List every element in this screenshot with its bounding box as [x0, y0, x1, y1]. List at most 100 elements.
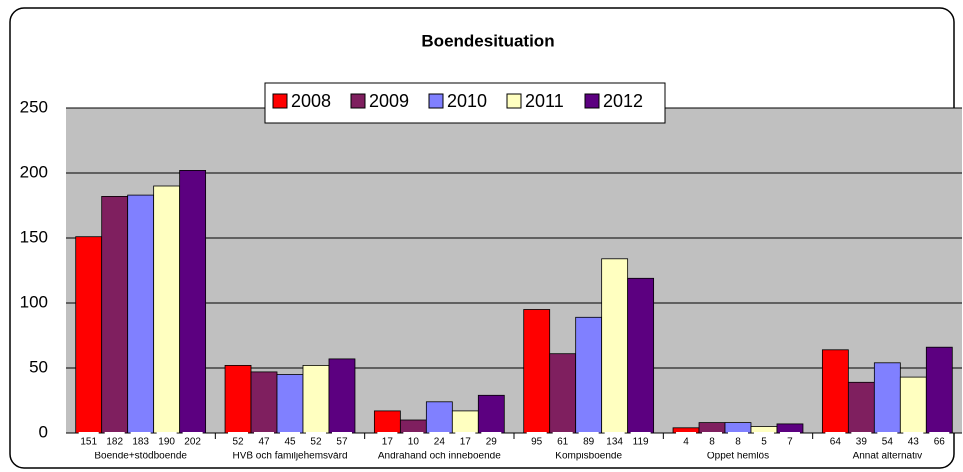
value-label-box — [228, 432, 249, 452]
value-label-box — [728, 432, 748, 452]
value-label: 8 — [709, 437, 715, 448]
legend-swatch — [584, 93, 600, 109]
bar — [724, 422, 752, 434]
x-tick-label: Boende+stödboende — [94, 451, 187, 462]
value-label: 17 — [460, 437, 472, 448]
value-label: 10 — [408, 437, 420, 448]
legend-label: 2012 — [603, 91, 643, 111]
bar — [328, 358, 356, 434]
value-label: 66 — [934, 437, 946, 448]
bar — [549, 353, 577, 434]
plot-area — [66, 108, 962, 433]
value-label-box — [779, 432, 800, 452]
value-label-box — [377, 432, 398, 452]
value-label: 190 — [158, 437, 175, 448]
bar — [601, 258, 629, 434]
value-label-box — [753, 432, 774, 452]
x-tick-label: Öppet hemlös — [707, 450, 769, 462]
value-label: 17 — [382, 437, 394, 448]
bar — [925, 346, 953, 434]
legend-swatch — [272, 93, 288, 109]
value-label-box — [702, 432, 723, 452]
value-label: 95 — [531, 437, 543, 448]
value-label-box — [676, 432, 697, 452]
y-tick-label: 0 — [39, 422, 48, 441]
legend-swatch — [506, 93, 522, 109]
value-label-box — [305, 432, 326, 452]
bar — [224, 364, 252, 434]
value-label-box — [156, 432, 177, 452]
value-label: 54 — [882, 437, 894, 448]
value-label: 29 — [486, 437, 498, 448]
value-label: 61 — [557, 437, 569, 448]
bar — [899, 376, 927, 434]
x-tick-label: Kompisboende — [555, 451, 622, 462]
value-label-box — [481, 432, 502, 452]
value-label-box — [429, 432, 450, 452]
bar — [873, 362, 901, 434]
value-label-box — [182, 432, 203, 452]
bar — [127, 194, 155, 434]
x-tick-label: HVB och familjehemsvård — [232, 450, 347, 462]
bar — [821, 349, 849, 434]
y-tick-label: 150 — [20, 227, 48, 246]
value-label: 5 — [761, 437, 767, 448]
bar — [101, 195, 129, 434]
bar — [575, 316, 603, 434]
bar — [425, 401, 453, 434]
value-label-box — [526, 432, 547, 452]
value-label: 8 — [735, 437, 741, 448]
value-label-box — [254, 432, 275, 452]
bar — [302, 364, 330, 434]
value-label: 39 — [856, 437, 868, 448]
value-label: 43 — [908, 437, 920, 448]
y-tick-label: 100 — [20, 292, 48, 311]
bar — [477, 394, 505, 434]
bar — [523, 309, 551, 434]
value-label-box — [552, 432, 573, 452]
x-tick-label: Andrahand och inneboende — [378, 451, 501, 462]
value-label: 182 — [106, 437, 123, 448]
chart-title: Boendesituation — [421, 31, 554, 50]
bar — [250, 371, 278, 434]
value-label-box — [903, 432, 924, 452]
value-label: 183 — [132, 437, 149, 448]
value-label-box — [929, 432, 950, 452]
y-tick-label: 250 — [20, 97, 48, 116]
value-label-box — [130, 432, 151, 452]
value-label: 47 — [258, 437, 270, 448]
legend-swatch — [350, 93, 366, 109]
value-label: 64 — [830, 437, 842, 448]
y-tick-label: 50 — [29, 357, 48, 376]
value-label-box — [78, 432, 99, 452]
bar — [75, 236, 103, 434]
value-label: 89 — [583, 437, 595, 448]
bar — [153, 185, 181, 434]
value-label-box — [630, 432, 651, 452]
value-label-box — [455, 432, 476, 452]
value-label-box — [877, 432, 898, 452]
legend-label: 2009 — [369, 91, 409, 111]
value-label: 52 — [310, 437, 322, 448]
x-tick-label: Annat alternativ — [853, 451, 923, 462]
legend-label: 2010 — [447, 91, 487, 111]
value-label: 4 — [683, 437, 689, 448]
bar — [399, 419, 427, 434]
bar — [373, 410, 401, 434]
value-label-box — [104, 432, 125, 452]
value-label-box — [604, 432, 625, 452]
value-label: 52 — [232, 437, 244, 448]
bar — [451, 410, 479, 434]
bar — [627, 277, 655, 434]
value-label: 24 — [434, 437, 446, 448]
value-label-box — [851, 432, 872, 452]
bar — [776, 423, 804, 434]
value-label: 202 — [184, 437, 201, 448]
legend-swatch — [428, 93, 444, 109]
bar — [698, 422, 726, 434]
legend-label: 2011 — [525, 91, 564, 111]
value-label: 119 — [633, 437, 649, 448]
value-label: 57 — [336, 437, 348, 448]
y-tick-label: 200 — [20, 162, 48, 181]
